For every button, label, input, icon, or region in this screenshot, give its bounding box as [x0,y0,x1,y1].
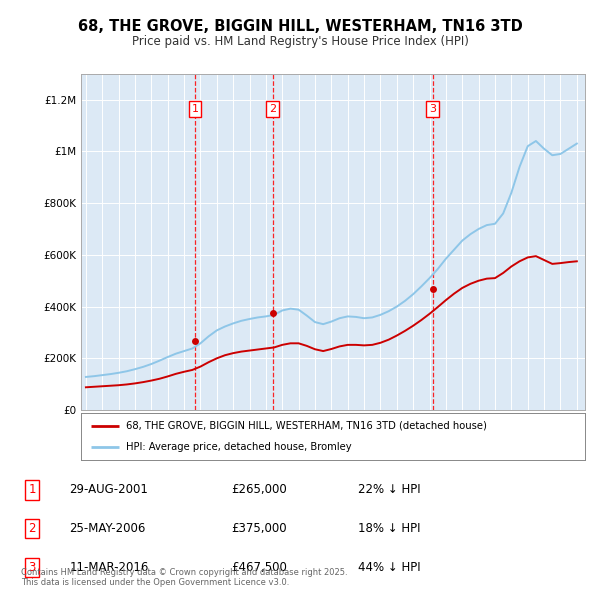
Text: 3: 3 [28,561,36,574]
Text: 1: 1 [191,104,199,114]
Text: 11-MAR-2016: 11-MAR-2016 [70,561,149,574]
Text: 22% ↓ HPI: 22% ↓ HPI [358,483,420,496]
Text: 3: 3 [429,104,436,114]
Text: 25-MAY-2006: 25-MAY-2006 [70,522,146,535]
Text: HPI: Average price, detached house, Bromley: HPI: Average price, detached house, Brom… [127,442,352,453]
Text: £265,000: £265,000 [231,483,287,496]
Text: 44% ↓ HPI: 44% ↓ HPI [358,561,420,574]
Text: £375,000: £375,000 [231,522,287,535]
Text: 2: 2 [269,104,276,114]
Text: 29-AUG-2001: 29-AUG-2001 [70,483,148,496]
Text: £467,500: £467,500 [231,561,287,574]
Text: Contains HM Land Registry data © Crown copyright and database right 2025.
This d: Contains HM Land Registry data © Crown c… [21,568,347,587]
Text: 18% ↓ HPI: 18% ↓ HPI [358,522,420,535]
Text: 68, THE GROVE, BIGGIN HILL, WESTERHAM, TN16 3TD: 68, THE GROVE, BIGGIN HILL, WESTERHAM, T… [77,19,523,34]
Text: 2: 2 [28,522,36,535]
Text: Price paid vs. HM Land Registry's House Price Index (HPI): Price paid vs. HM Land Registry's House … [131,35,469,48]
Text: 1: 1 [28,483,36,496]
Text: 68, THE GROVE, BIGGIN HILL, WESTERHAM, TN16 3TD (detached house): 68, THE GROVE, BIGGIN HILL, WESTERHAM, T… [127,421,487,431]
